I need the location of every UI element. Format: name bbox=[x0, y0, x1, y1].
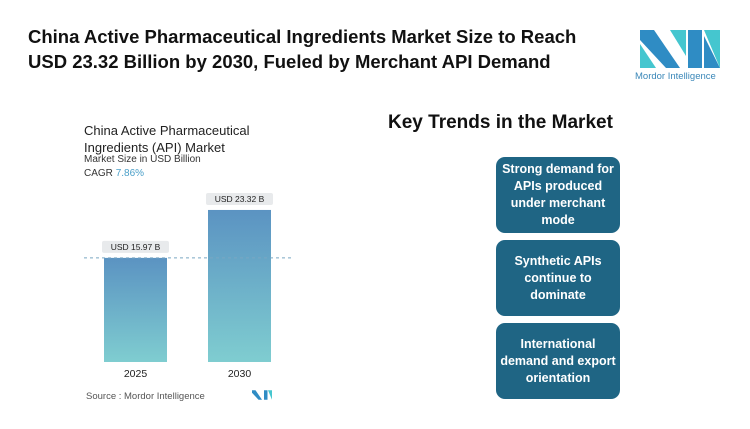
chart-source: Source : Mordor Intelligence bbox=[86, 391, 205, 402]
x-tick-label: 2030 bbox=[228, 368, 252, 380]
data-label-bg bbox=[102, 240, 169, 253]
data-label: USD 23.32 B bbox=[215, 194, 265, 204]
bar-2030 bbox=[208, 209, 271, 362]
chart-subtitle: Market Size in USD Billion bbox=[84, 154, 201, 165]
source-logo-icon bbox=[252, 390, 272, 400]
cagr: CAGR 7.86% bbox=[84, 168, 144, 179]
cagr-value: 7.86% bbox=[115, 168, 145, 179]
key-trends-heading: Key Trends in the Market bbox=[388, 112, 613, 133]
trend-card: Synthetic APIs continue to dominate bbox=[496, 240, 620, 316]
data-label-bg bbox=[206, 192, 273, 205]
mordor-logo-icon bbox=[640, 30, 720, 68]
chart-title: China Active Pharmaceutical Ingredients … bbox=[84, 123, 250, 155]
trend-card: Strong demand for APIs produced under me… bbox=[496, 157, 620, 233]
trend-card: International demand and export orientat… bbox=[496, 323, 620, 399]
x-tick-label: 2025 bbox=[124, 368, 148, 380]
logo-text: Mordor Intelligence bbox=[635, 71, 716, 82]
data-label: USD 15.97 B bbox=[111, 242, 161, 252]
bar-2025 bbox=[104, 257, 167, 362]
page-title: China Active Pharmaceutical Ingredients … bbox=[28, 26, 577, 72]
cagr-label: CAGR bbox=[84, 168, 113, 179]
